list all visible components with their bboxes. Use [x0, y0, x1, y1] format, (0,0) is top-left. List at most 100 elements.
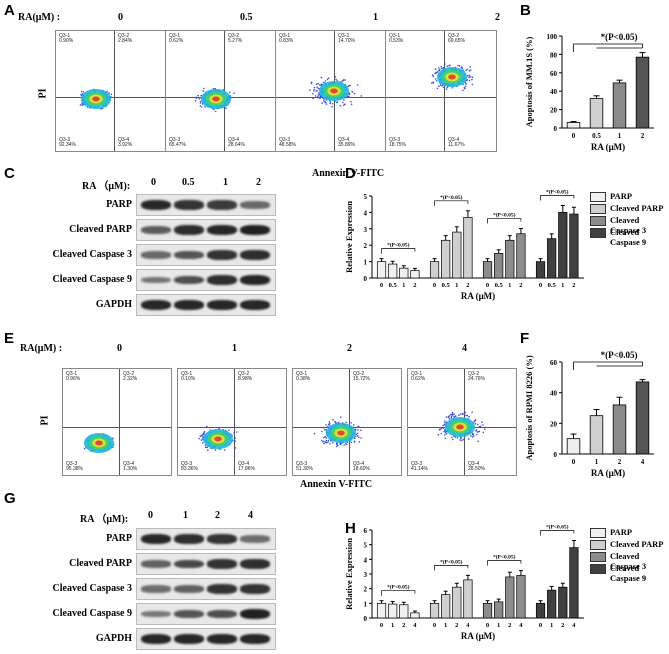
event-dot: [325, 439, 328, 442]
blot-row-label: Cleaved Caspase 3: [52, 249, 132, 260]
quad-label-q3: Q3-3 41.14%: [411, 461, 428, 472]
x-tick-label: 0.5: [592, 132, 601, 140]
event-dot: [203, 430, 206, 433]
event-dot: [466, 414, 468, 417]
event-dot: [460, 439, 463, 442]
protein-band: [141, 276, 171, 284]
event-dot: [334, 75, 337, 78]
event-dot: [440, 67, 443, 70]
event-dot: [479, 425, 482, 427]
event-dot: [465, 69, 467, 72]
blot-row-label: Cleaved Caspase 3: [52, 583, 132, 594]
event-dot: [112, 437, 114, 440]
protein-band: [207, 224, 237, 236]
event-dot: [443, 430, 445, 433]
x-tick-label: 2: [455, 622, 458, 629]
event-dot: [343, 104, 345, 106]
density-contour: [448, 74, 456, 80]
quad-label-q3: Q3-3 51.30%: [296, 461, 313, 472]
dose-label-c-0: 0: [151, 177, 156, 188]
event-dot: [82, 91, 85, 93]
y-tick-label: 5: [364, 193, 368, 201]
event-dot: [442, 427, 444, 430]
event-dot: [358, 436, 360, 439]
protein-band: [141, 226, 171, 234]
blot-row-label: Cleaved PARP: [69, 558, 132, 569]
x-tick-label: 0: [539, 282, 542, 289]
quad-label-q3: Q3-3 95.38%: [66, 461, 83, 472]
event-dot: [455, 415, 457, 417]
event-dot: [467, 438, 470, 440]
event-dot: [218, 427, 220, 430]
blot-row-label: GAPDH: [95, 633, 132, 644]
protein-band: [207, 633, 237, 645]
significance-label: *(P<0.05): [440, 194, 463, 201]
event-dot: [468, 79, 471, 82]
quad-label-q3: Q3-3 92.34%: [59, 137, 76, 148]
event-dot: [444, 434, 446, 436]
protein-band: [174, 609, 204, 619]
event-dot: [446, 86, 449, 89]
x-tick-label: 2: [413, 282, 416, 289]
quad-label-q4: Q3-4 28.50%: [468, 461, 485, 472]
quad-label-q4: Q3-4 11.67%: [448, 137, 465, 148]
event-dot: [471, 411, 473, 413]
event-dot: [212, 87, 215, 90]
legend-h: PARP Cleaved PARP Cleaved Caspase 3 Clea…: [590, 527, 669, 583]
protein-band: [141, 251, 171, 259]
y-tick-label: 6: [364, 527, 368, 535]
scatter-cloud: [309, 75, 363, 108]
event-dot: [344, 79, 346, 81]
event-dot: [327, 441, 329, 443]
density-contour: [212, 96, 220, 102]
blot-strip: [136, 528, 276, 550]
y-tick-label: 1: [364, 259, 368, 267]
x-tick-label: 1: [508, 282, 511, 289]
event-dot: [234, 447, 237, 449]
x-axis-label: RA (μM): [591, 468, 625, 478]
x-tick-label: 0: [433, 282, 436, 289]
event-dot: [206, 446, 209, 448]
event-dot: [357, 429, 359, 431]
flow-plot-a-1: Q3-1 0.62% Q3-2 5.27% Q3-3 65.47% Q3-4 28.64…: [165, 30, 277, 152]
blot-row: GAPDH: [0, 628, 290, 650]
event-dot: [462, 89, 464, 92]
blot-row-label: PARP: [106, 533, 132, 544]
blot-row: Cleaved Caspase 9: [0, 269, 290, 291]
blot-row: PARP: [0, 528, 290, 550]
quad-label-q1: Q3-1 0.53%: [389, 33, 404, 44]
x-tick-label: 4: [641, 458, 645, 466]
quad-label-q4: Q3-4 17.86%: [238, 461, 255, 472]
event-dot: [200, 106, 203, 108]
bar: [441, 594, 451, 619]
scatter-cloud: [437, 411, 486, 443]
event-dot: [460, 437, 462, 440]
event-dot: [199, 100, 202, 103]
event-dot: [469, 69, 472, 71]
event-dot: [325, 437, 328, 439]
bar: [429, 602, 440, 619]
event-dot: [431, 74, 434, 76]
bar: [612, 404, 627, 455]
flow-xlabel-e: Annexin V-FITC: [300, 479, 373, 490]
bar: [463, 579, 473, 619]
event-dot: [468, 76, 470, 78]
y-tick-label: 60: [550, 70, 558, 78]
event-dot: [318, 92, 320, 94]
significance-label: *(P<0.05): [493, 212, 516, 219]
bar: [441, 239, 451, 279]
event-dot: [309, 89, 311, 91]
event-dot: [327, 425, 329, 428]
protein-band: [207, 584, 237, 594]
blot-strip: [136, 294, 276, 316]
legend-item: Cleaved PARP: [590, 203, 669, 215]
event-dot: [474, 419, 477, 421]
event-dot: [457, 64, 459, 67]
scatter-cloud: [79, 88, 113, 110]
panel-label-a: A: [4, 2, 15, 19]
x-tick-label: 0: [486, 282, 489, 289]
x-tick-label: 1: [391, 622, 394, 629]
significance-label: *(P<0.05): [601, 350, 638, 360]
event-dot: [476, 423, 479, 426]
panel-label-b: B: [520, 2, 531, 19]
